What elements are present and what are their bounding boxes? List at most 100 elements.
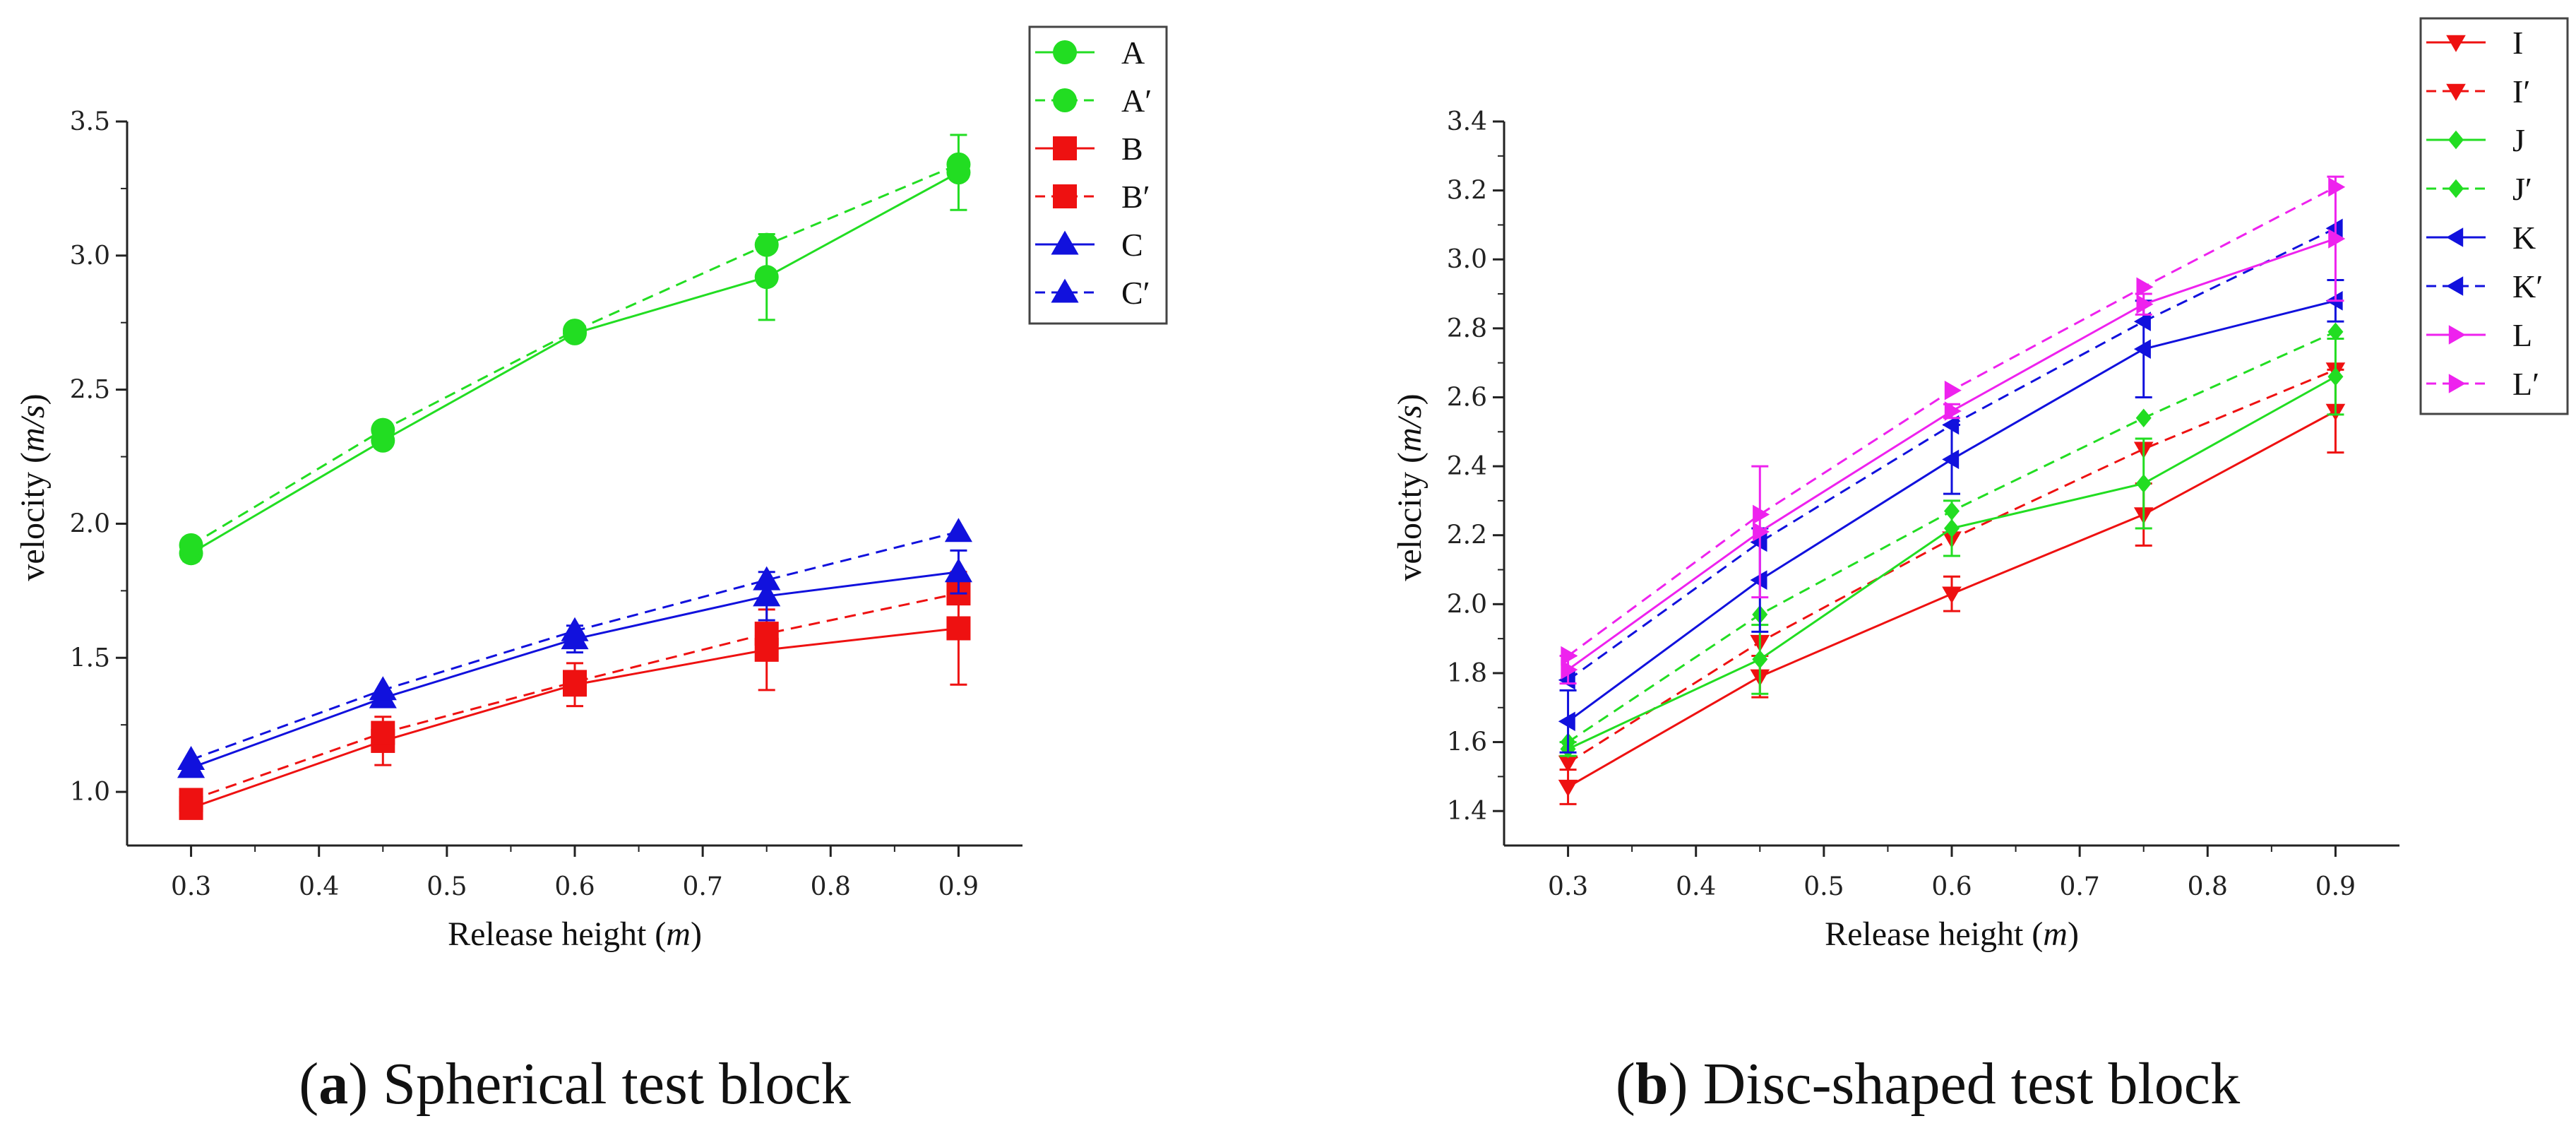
legend-item-C: C xyxy=(1035,227,1143,263)
series-A′ xyxy=(179,152,971,557)
data-point xyxy=(1944,502,1960,521)
legend-label: I′ xyxy=(2512,73,2530,109)
data-point xyxy=(179,533,203,557)
data-point xyxy=(2136,294,2154,314)
caption-a: (a) Spherical test block xyxy=(299,1051,850,1117)
legend-item-K′: K′ xyxy=(2426,268,2543,304)
legend-label: K xyxy=(2512,220,2536,256)
legend-item-A′: A′ xyxy=(1035,83,1152,119)
data-point xyxy=(2133,339,2151,359)
legend-marker xyxy=(1053,136,1077,160)
series-L′ xyxy=(1561,177,2346,666)
legend-item-B: B xyxy=(1035,131,1143,167)
data-point xyxy=(1752,650,1768,669)
data-point xyxy=(946,152,971,177)
data-point xyxy=(754,265,779,290)
data-point xyxy=(2136,277,2154,297)
y-tick-label: 2.2 xyxy=(1447,521,1487,550)
legend-item-L′: L′ xyxy=(2426,366,2539,402)
x-tick-label: 0.8 xyxy=(2188,872,2228,901)
legend-marker xyxy=(2446,83,2466,101)
legend-label: I xyxy=(2512,25,2523,61)
data-point xyxy=(2328,229,2346,249)
legend-label: C xyxy=(1121,227,1143,263)
x-tick-label: 0.9 xyxy=(2315,872,2356,901)
data-point xyxy=(944,558,972,583)
x-tick-label: 0.6 xyxy=(554,872,595,901)
data-point xyxy=(1558,670,1575,690)
data-point xyxy=(1558,711,1575,732)
data-point xyxy=(2325,218,2343,239)
x-tick-label: 0.5 xyxy=(427,872,467,901)
series-line xyxy=(191,592,959,801)
legend-box-b xyxy=(2419,17,2569,415)
data-point xyxy=(2133,312,2151,331)
legend-item-J: J xyxy=(2426,122,2525,158)
y-tick-label: 2.6 xyxy=(1447,383,1487,412)
series-J xyxy=(1559,338,2344,759)
legend-marker xyxy=(2446,276,2464,296)
data-point xyxy=(1753,504,1770,525)
data-point xyxy=(563,670,587,694)
legend-item-B′: B′ xyxy=(1035,179,1150,215)
data-point xyxy=(753,566,781,591)
data-point xyxy=(1558,755,1578,773)
panel-spherical: 0.3 0.4 0.5 0.6 0.7 0.8 0.91.01.52.02.53.03.5 … xyxy=(14,25,1168,1117)
legend-marker xyxy=(2448,374,2466,393)
legend-item-C′: C′ xyxy=(1035,275,1150,311)
legend-item-A: A xyxy=(1035,35,1145,71)
series-B xyxy=(179,571,971,820)
data-point xyxy=(944,518,972,542)
series-line xyxy=(191,627,959,809)
legend-label: J′ xyxy=(2512,171,2532,207)
data-point xyxy=(1944,380,1962,401)
data-point xyxy=(2135,474,2152,493)
data-point xyxy=(1944,401,1962,421)
legend-item-L: L xyxy=(2426,317,2532,353)
legend-item-K: K xyxy=(2426,220,2536,256)
legend-box-a xyxy=(1028,25,1168,325)
data-point xyxy=(1750,570,1767,590)
y-axis-label-a: velocity (m/s) xyxy=(14,393,52,581)
legend-label: B xyxy=(1121,131,1143,167)
series-line xyxy=(190,171,960,554)
legend-marker xyxy=(1051,278,1079,303)
y-tick-label: 1.5 xyxy=(70,643,110,672)
data-point xyxy=(1558,779,1578,797)
data-point xyxy=(1942,586,1962,604)
data-point xyxy=(179,788,203,812)
legend-item-I′: I′ xyxy=(2426,73,2530,109)
legend-label: L xyxy=(2512,317,2532,353)
data-point xyxy=(2327,367,2344,386)
x-tick-label: 0.9 xyxy=(938,872,979,901)
data-point xyxy=(754,232,779,257)
legend-label: K′ xyxy=(2512,268,2543,304)
y-tick-label: 1.6 xyxy=(1447,728,1487,757)
data-point xyxy=(371,720,395,745)
legend-b: I I′ J J′ K K′ L L′ xyxy=(2419,17,2569,415)
data-point xyxy=(753,582,781,607)
x-tick-label: 0.5 xyxy=(1803,872,1844,901)
y-tick-label: 2.5 xyxy=(70,376,110,405)
data-point xyxy=(946,616,971,641)
y-tick-label: 3.5 xyxy=(70,107,110,136)
y-tick-label: 2.8 xyxy=(1447,314,1487,343)
data-point xyxy=(369,676,397,701)
x-tick-label: 0.4 xyxy=(299,872,339,901)
data-point xyxy=(754,622,779,646)
legend-marker xyxy=(2448,130,2464,150)
y-tick-label: 3.4 xyxy=(1447,107,1487,136)
data-point xyxy=(177,745,205,770)
x-axis-label-b: Release height (m) xyxy=(1825,915,2079,953)
legend-label: J xyxy=(2512,122,2525,158)
legend-label: A′ xyxy=(1121,83,1152,119)
series-line xyxy=(190,163,960,547)
legend-label: B′ xyxy=(1121,179,1150,215)
legend-item-I: I xyxy=(2426,25,2523,61)
x-tick-label: 0.7 xyxy=(2060,872,2100,901)
data-point xyxy=(561,617,589,641)
legend-marker xyxy=(2446,35,2466,52)
series-C′ xyxy=(177,518,972,770)
legend-marker xyxy=(2446,227,2464,247)
